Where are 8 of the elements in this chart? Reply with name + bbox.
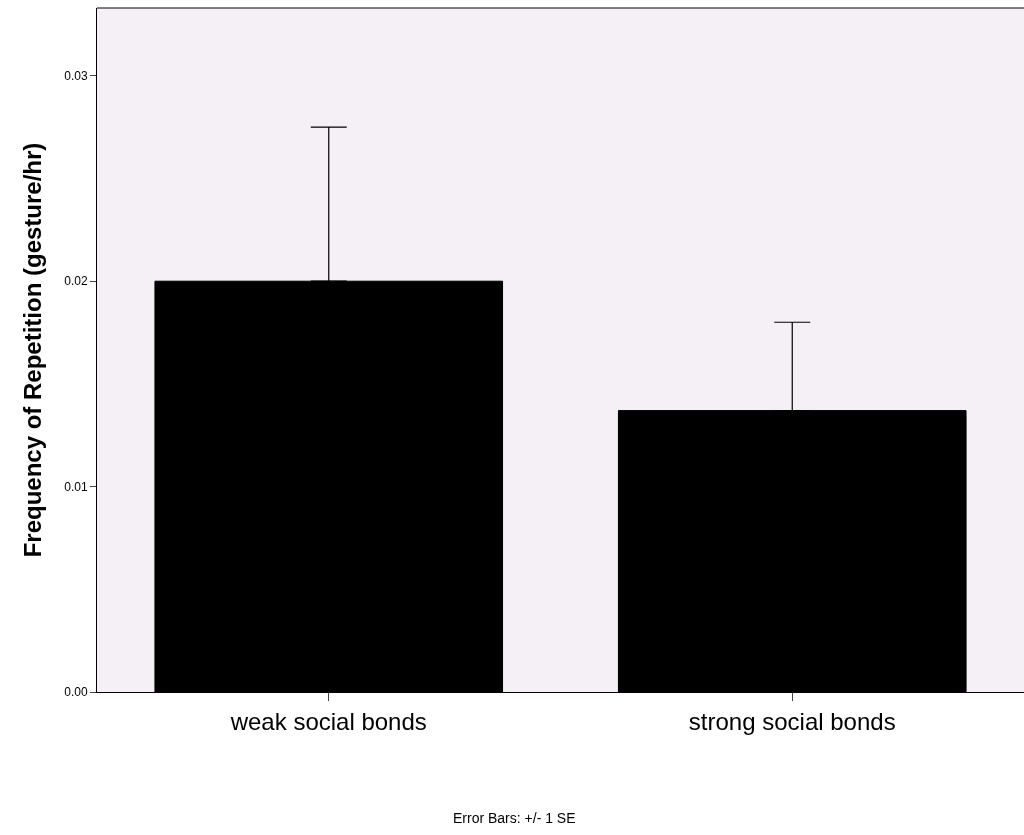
y-tick-label: 0.00 [64,685,88,700]
y-tick-label: 0.03 [64,68,88,83]
x-tick-label: strong social bonds [688,707,896,735]
x-tick-label: weak social bonds [229,707,427,735]
y-tick-label: 0.01 [64,479,88,494]
y-tick-label: 0.02 [64,274,88,289]
y-axis-title: Frequency of Repetition (gesture/hr) [19,142,47,558]
text: Error Bars: +/- 1 SE [453,810,576,826]
